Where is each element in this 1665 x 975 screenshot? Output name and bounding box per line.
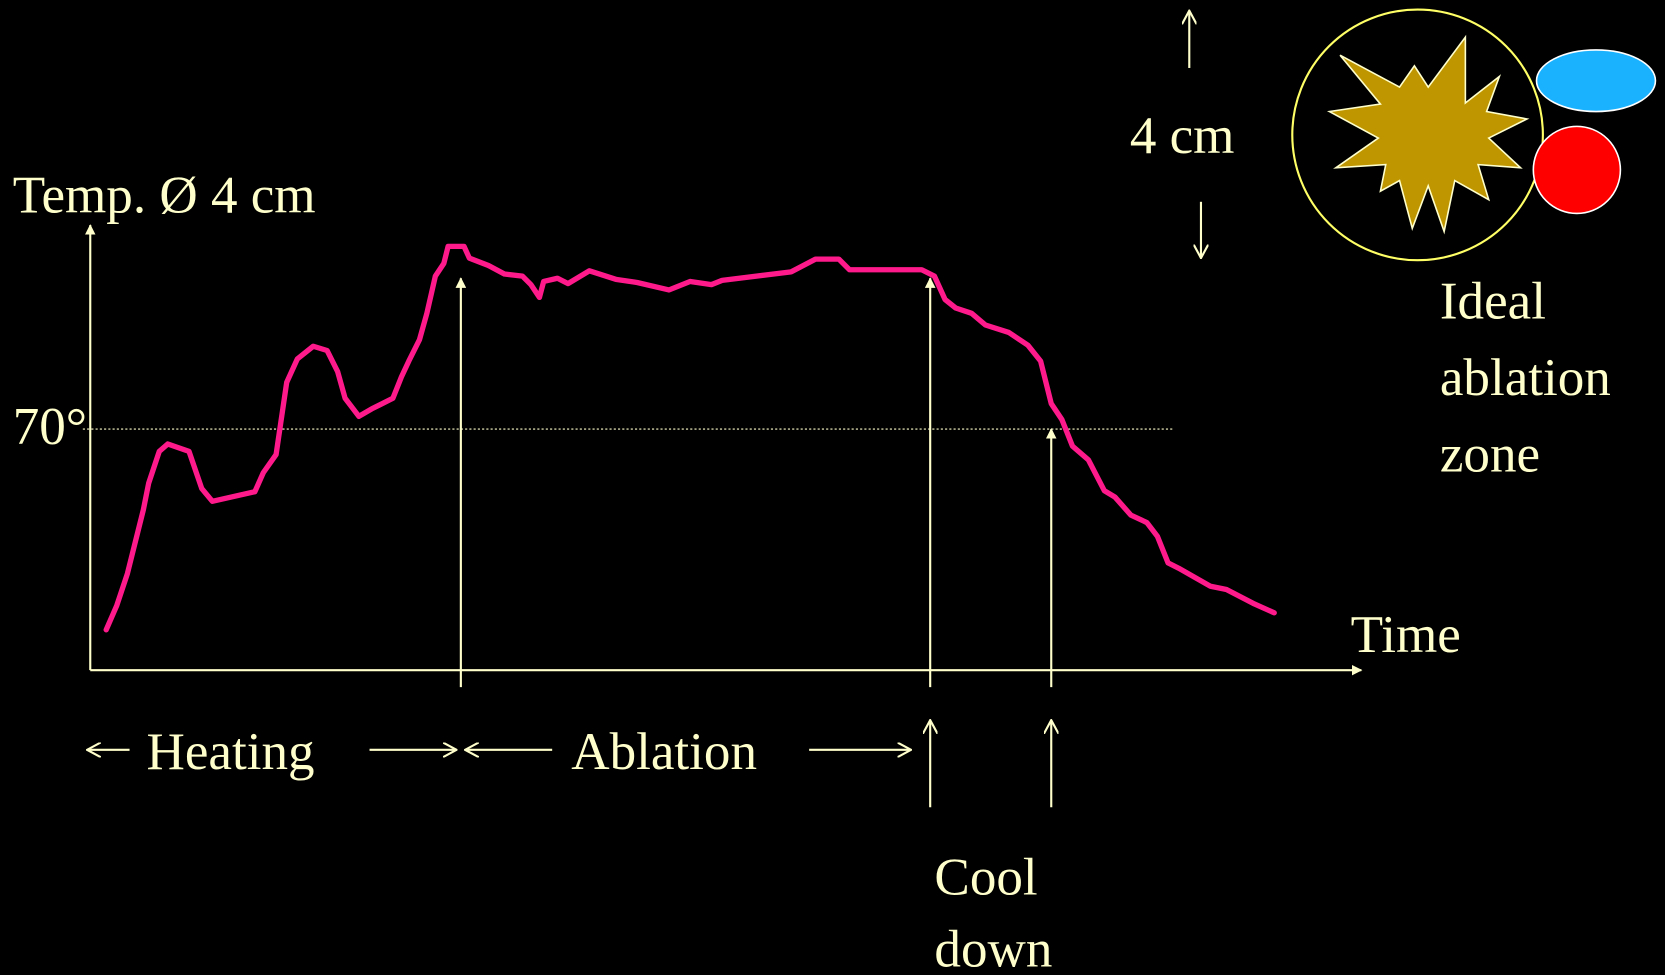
- slide: Temp. Ø 4 cm 70° Time Heating Ablation C…: [0, 0, 1665, 975]
- blue-structure: [1537, 50, 1656, 112]
- zone-label: Ideal: [1440, 273, 1546, 331]
- ablation-label: Ablation: [571, 723, 757, 781]
- red-structure: [1533, 126, 1620, 213]
- zone-label: ablation: [1440, 349, 1611, 407]
- heating-label: Heating: [147, 723, 315, 781]
- threshold-label: 70°: [13, 398, 87, 456]
- cool-down-label: Cool: [934, 848, 1037, 906]
- cool-down-label: down: [934, 920, 1052, 975]
- zone-label: zone: [1440, 426, 1540, 484]
- scale-label: 4 cm: [1130, 107, 1235, 165]
- x-label: Time: [1351, 606, 1461, 664]
- y-label: Temp. Ø 4 cm: [13, 166, 316, 224]
